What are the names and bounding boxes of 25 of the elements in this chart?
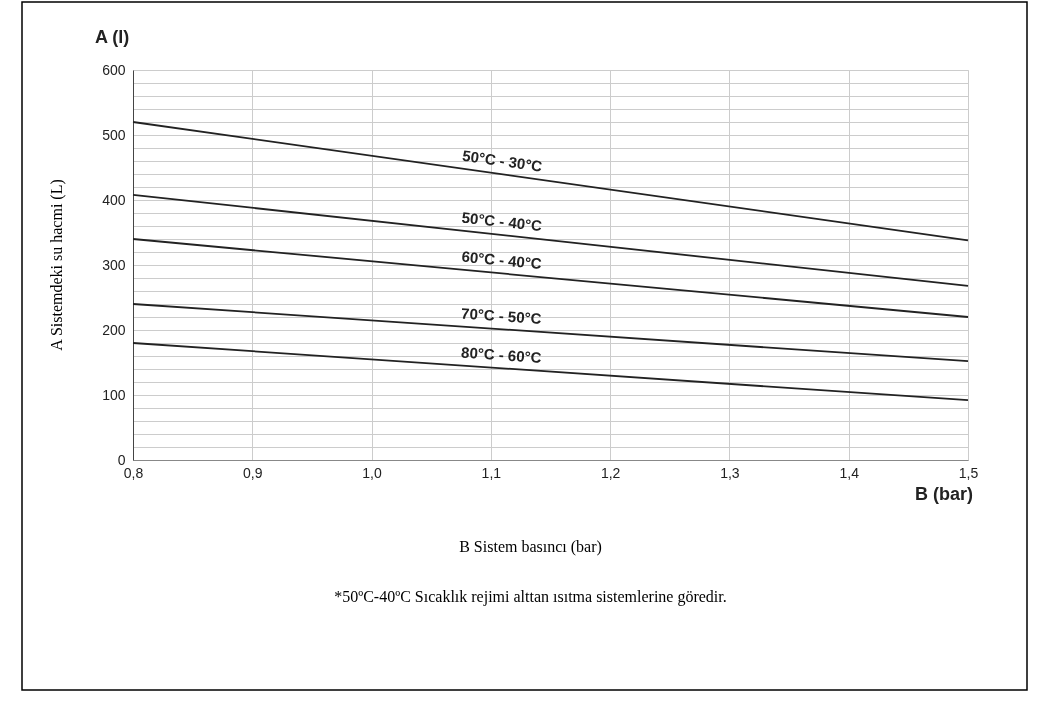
y-tick-label: 0 <box>117 451 126 468</box>
x-tick-label: 1,4 <box>839 464 860 481</box>
series-label: 70°C - 50°C <box>460 304 543 327</box>
x-tick-label: 0,8 <box>123 464 144 481</box>
y-tick-label: 400 <box>102 191 126 208</box>
x-tick-label: 1,3 <box>720 464 740 481</box>
y-tick-label: 500 <box>102 126 126 143</box>
y-tick-label: 100 <box>102 386 126 403</box>
text: 50°C - 40°C <box>460 208 543 235</box>
series-label: 80°C - 60°C <box>460 343 543 366</box>
x-axis-title: B (bar) <box>915 484 973 504</box>
y-tick-label: 600 <box>102 61 126 78</box>
x-tick-label: 1,0 <box>362 464 383 481</box>
x-tick-label: 1,2 <box>600 464 621 481</box>
text: 60°C - 40°C <box>460 247 543 273</box>
x-tick-label: 0,9 <box>243 464 263 481</box>
text: A Sistemdeki su hacmi (L) <box>48 179 66 351</box>
text: B Sistem basıncı (bar) <box>459 538 602 556</box>
text: 50°C - 30°C <box>461 146 544 175</box>
x-tick-label: 1,1 <box>481 464 502 481</box>
y-tick-label: 300 <box>102 256 126 273</box>
text: *50ºC-40ºC Sıcaklık rejimi alttan ısıtma sistemlerine göredir. <box>334 588 727 606</box>
y-tick-label: 200 <box>102 321 126 338</box>
x-tick-label: 1,5 <box>958 464 979 481</box>
y-axis-title: A (l) <box>95 27 130 47</box>
